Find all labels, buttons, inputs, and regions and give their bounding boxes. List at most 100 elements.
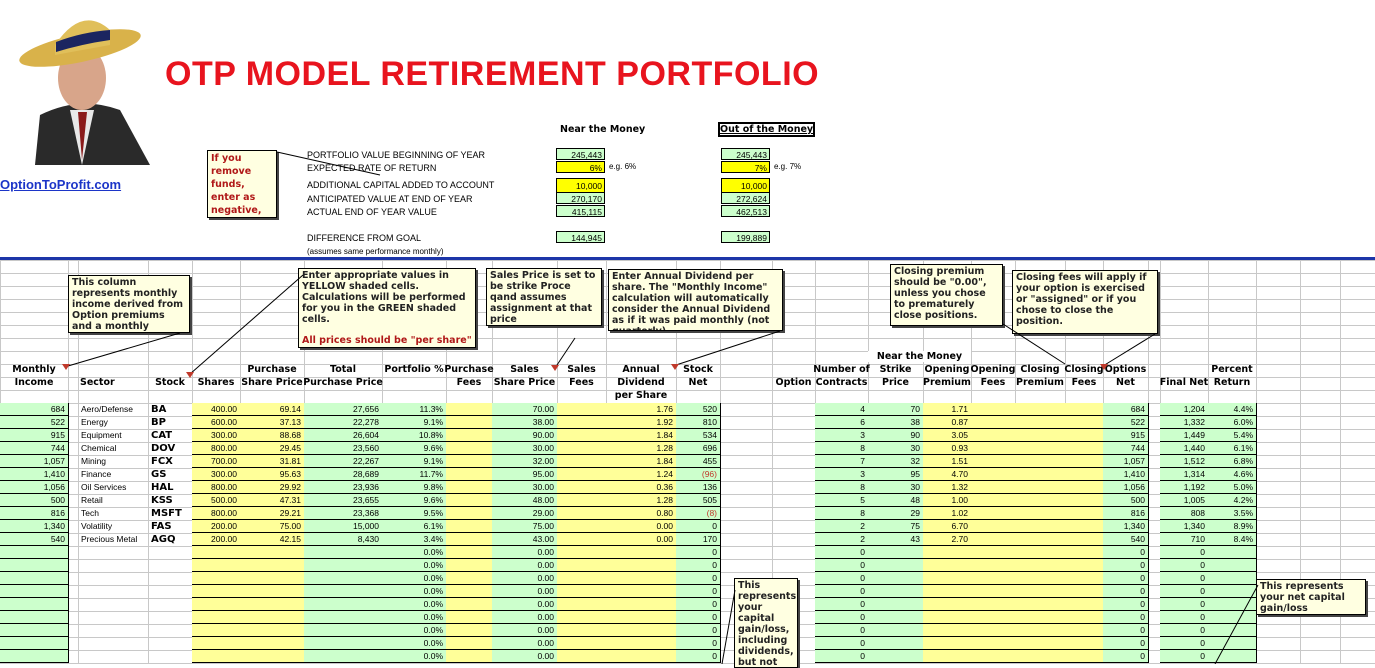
cell-purchase-fees[interactable] (446, 559, 493, 572)
cell-purchase-price[interactable]: 47.31 (240, 494, 305, 507)
cell-shares[interactable] (192, 546, 241, 559)
cell-shares[interactable]: 300.00 (192, 468, 241, 481)
cell-shares[interactable]: 500.00 (192, 494, 241, 507)
cell-purchase-price[interactable] (240, 559, 305, 572)
cell-shares[interactable] (192, 637, 241, 650)
cell-dividend[interactable]: 0.36 (606, 481, 677, 494)
summary-out-value[interactable]: 7% (721, 161, 770, 173)
cell-dividend[interactable] (606, 624, 677, 637)
cell-sales-fees[interactable] (557, 533, 607, 546)
cell-sales-fees[interactable] (557, 507, 607, 520)
cell-open-fees[interactable] (971, 637, 1016, 650)
cell-open-premium[interactable]: 1.02 (923, 507, 972, 520)
cell-dividend[interactable] (606, 559, 677, 572)
cell-open-premium[interactable]: 0.87 (923, 416, 972, 429)
cell-close-fees[interactable] (1065, 442, 1104, 455)
cell-close-fees[interactable] (1065, 585, 1104, 598)
site-link[interactable]: OptionToProfit.com (0, 177, 122, 192)
cell-open-fees[interactable] (971, 650, 1016, 663)
cell-dividend[interactable] (606, 546, 677, 559)
cell-open-fees[interactable] (971, 429, 1016, 442)
cell-close-premium[interactable] (1015, 624, 1066, 637)
cell-close-fees[interactable] (1065, 546, 1104, 559)
cell-close-premium[interactable] (1015, 572, 1066, 585)
cell-open-fees[interactable] (971, 533, 1016, 546)
cell-dividend[interactable]: 1.92 (606, 416, 677, 429)
cell-open-fees[interactable] (971, 611, 1016, 624)
cell-open-fees[interactable] (971, 416, 1016, 429)
cell-close-fees[interactable] (1065, 403, 1104, 416)
cell-open-fees[interactable] (971, 442, 1016, 455)
cell-purchase-fees[interactable] (446, 572, 493, 585)
cell-sales-fees[interactable] (557, 442, 607, 455)
cell-shares[interactable] (192, 585, 241, 598)
cell-dividend[interactable] (606, 572, 677, 585)
cell-open-fees[interactable] (971, 598, 1016, 611)
cell-open-premium[interactable]: 4.70 (923, 468, 972, 481)
cell-close-fees[interactable] (1065, 650, 1104, 663)
cell-open-fees[interactable] (971, 403, 1016, 416)
cell-open-premium[interactable]: 1.32 (923, 481, 972, 494)
cell-close-premium[interactable] (1015, 416, 1066, 429)
cell-close-premium[interactable] (1015, 481, 1066, 494)
cell-purchase-price[interactable]: 42.15 (240, 533, 305, 546)
cell-shares[interactable]: 800.00 (192, 507, 241, 520)
cell-shares[interactable]: 700.00 (192, 455, 241, 468)
cell-shares[interactable]: 200.00 (192, 533, 241, 546)
cell-open-premium[interactable]: 1.00 (923, 494, 972, 507)
cell-purchase-price[interactable] (240, 624, 305, 637)
cell-close-premium[interactable] (1015, 533, 1066, 546)
cell-purchase-fees[interactable] (446, 455, 493, 468)
cell-purchase-fees[interactable] (446, 507, 493, 520)
cell-purchase-price[interactable]: 37.13 (240, 416, 305, 429)
cell-sales-fees[interactable] (557, 637, 607, 650)
cell-sales-fees[interactable] (557, 468, 607, 481)
cell-open-fees[interactable] (971, 559, 1016, 572)
cell-sales-fees[interactable] (557, 520, 607, 533)
cell-sales-fees[interactable] (557, 546, 607, 559)
cell-shares[interactable] (192, 598, 241, 611)
cell-open-premium[interactable] (923, 572, 972, 585)
summary-near-value[interactable]: 6% (556, 161, 605, 173)
cell-purchase-price[interactable]: 95.63 (240, 468, 305, 481)
cell-sales-fees[interactable] (557, 585, 607, 598)
cell-dividend[interactable]: 1.24 (606, 468, 677, 481)
cell-dividend[interactable]: 1.28 (606, 494, 677, 507)
cell-purchase-fees[interactable] (446, 624, 493, 637)
cell-close-fees[interactable] (1065, 520, 1104, 533)
summary-near-value[interactable]: 10,000 (556, 178, 605, 193)
cell-dividend[interactable]: 0.00 (606, 533, 677, 546)
cell-close-premium[interactable] (1015, 494, 1066, 507)
cell-close-fees[interactable] (1065, 611, 1104, 624)
cell-open-premium[interactable]: 2.70 (923, 533, 972, 546)
cell-close-premium[interactable] (1015, 611, 1066, 624)
cell-shares[interactable] (192, 559, 241, 572)
cell-dividend[interactable]: 1.84 (606, 455, 677, 468)
cell-dividend[interactable] (606, 611, 677, 624)
cell-close-premium[interactable] (1015, 429, 1066, 442)
cell-sales-fees[interactable] (557, 481, 607, 494)
cell-dividend[interactable]: 1.84 (606, 429, 677, 442)
cell-close-premium[interactable] (1015, 559, 1066, 572)
cell-purchase-fees[interactable] (446, 494, 493, 507)
cell-dividend[interactable] (606, 585, 677, 598)
cell-close-premium[interactable] (1015, 442, 1066, 455)
cell-open-premium[interactable]: 1.71 (923, 403, 972, 416)
cell-purchase-price[interactable] (240, 598, 305, 611)
cell-open-fees[interactable] (971, 468, 1016, 481)
cell-dividend[interactable]: 0.80 (606, 507, 677, 520)
cell-shares[interactable]: 300.00 (192, 429, 241, 442)
cell-purchase-price[interactable] (240, 611, 305, 624)
cell-close-fees[interactable] (1065, 598, 1104, 611)
cell-close-premium[interactable] (1015, 520, 1066, 533)
cell-open-fees[interactable] (971, 585, 1016, 598)
cell-purchase-fees[interactable] (446, 546, 493, 559)
cell-dividend[interactable] (606, 650, 677, 663)
cell-sales-fees[interactable] (557, 455, 607, 468)
cell-close-premium[interactable] (1015, 468, 1066, 481)
cell-purchase-fees[interactable] (446, 637, 493, 650)
cell-close-fees[interactable] (1065, 507, 1104, 520)
cell-sales-fees[interactable] (557, 598, 607, 611)
cell-close-premium[interactable] (1015, 455, 1066, 468)
cell-purchase-fees[interactable] (446, 416, 493, 429)
